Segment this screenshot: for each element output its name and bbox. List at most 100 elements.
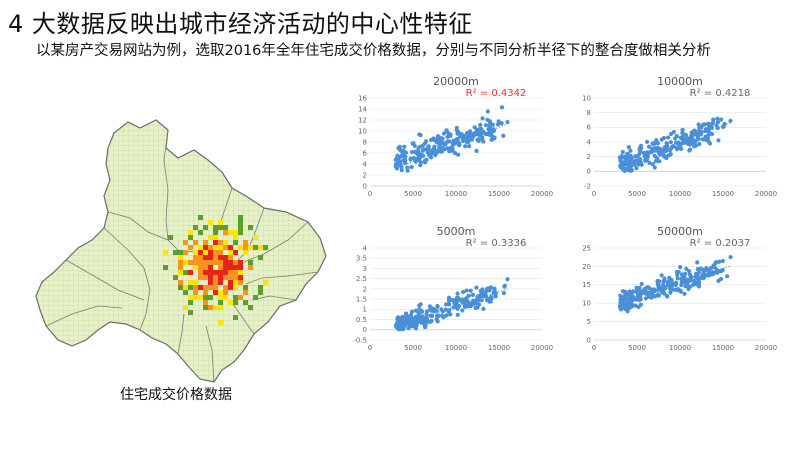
- price-cell: [203, 295, 208, 300]
- data-point: [711, 120, 716, 125]
- data-point: [458, 134, 463, 139]
- price-cell: [223, 290, 228, 295]
- data-point: [645, 150, 650, 155]
- price-cell: [243, 285, 248, 290]
- data-point: [695, 260, 700, 265]
- price-cell: [203, 285, 208, 290]
- data-point: [647, 285, 652, 291]
- data-point: [626, 293, 631, 298]
- y-tick-label: 2: [587, 153, 591, 161]
- data-point: [708, 131, 713, 136]
- data-point: [658, 151, 663, 156]
- data-point: [432, 138, 437, 143]
- data-point: [430, 306, 435, 311]
- data-point: [685, 136, 690, 141]
- price-cell: [243, 250, 248, 255]
- data-point: [725, 274, 730, 279]
- data-point: [483, 123, 489, 128]
- x-tick-label: 15000: [712, 344, 734, 352]
- data-point: [493, 294, 498, 299]
- data-point: [450, 141, 456, 146]
- data-point: [485, 109, 490, 114]
- scatter-points: [393, 277, 510, 332]
- data-point: [460, 308, 465, 313]
- price-cell: [213, 225, 218, 230]
- data-point: [492, 135, 497, 140]
- data-point: [684, 266, 689, 272]
- y-tick-label: 10: [358, 127, 367, 135]
- x-tick-label: 5000: [628, 344, 646, 352]
- y-tick-label: 2: [363, 285, 367, 293]
- price-cell: [193, 260, 198, 265]
- price-cell: [233, 240, 238, 245]
- data-point: [492, 286, 497, 291]
- data-point: [650, 141, 655, 147]
- price-cell: [223, 265, 228, 270]
- price-cell: [173, 275, 178, 280]
- price-cell: [263, 245, 268, 250]
- data-point: [720, 258, 725, 264]
- price-cell: [233, 265, 238, 270]
- price-cell: [213, 280, 218, 285]
- data-point: [402, 160, 408, 166]
- data-point: [474, 285, 479, 290]
- data-point: [450, 148, 455, 153]
- data-point: [485, 117, 490, 122]
- data-point: [467, 129, 473, 134]
- price-cell: [193, 280, 198, 285]
- price-cell: [203, 240, 208, 245]
- price-cell: [233, 270, 238, 275]
- price-map-svg: [35, 119, 327, 383]
- price-cell: [243, 240, 248, 245]
- price-cell: [218, 220, 223, 225]
- x-tick-label: 0: [592, 344, 596, 352]
- price-cell: [193, 250, 198, 255]
- data-point: [434, 313, 440, 318]
- scatter-chart-svg: 0 2 4 6 8 10 12 14 16 0 5000 10000 15000 20000 20000mR…: [358, 75, 553, 198]
- data-point: [429, 148, 435, 154]
- data-point: [657, 279, 662, 284]
- data-point: [476, 131, 481, 136]
- price-cell: [263, 280, 268, 285]
- data-point: [476, 138, 481, 143]
- scatter-points: [393, 105, 510, 173]
- data-point: [440, 140, 445, 145]
- data-point: [636, 161, 642, 166]
- y-tick-label: 2: [363, 171, 367, 179]
- price-cell: [233, 260, 238, 265]
- data-point: [703, 267, 708, 272]
- data-point: [654, 156, 660, 161]
- price-cell: [208, 255, 213, 260]
- y-tick-label: 10: [582, 94, 591, 102]
- data-point: [399, 168, 404, 173]
- data-point: [664, 141, 669, 146]
- r-squared-label: R² = 0.2037: [690, 238, 751, 249]
- scatter-points: [617, 116, 733, 173]
- price-map: [18, 100, 348, 385]
- data-point: [713, 261, 718, 266]
- price-cell: [238, 230, 243, 235]
- data-point: [437, 143, 442, 148]
- price-cell: [233, 315, 238, 320]
- data-point: [505, 120, 510, 125]
- data-point: [456, 141, 461, 146]
- data-point: [650, 162, 655, 167]
- price-cell: [258, 255, 263, 260]
- y-tick-label: 0: [363, 326, 367, 334]
- data-point: [626, 145, 631, 150]
- data-point: [397, 158, 402, 164]
- data-point: [644, 139, 650, 144]
- data-point: [415, 308, 420, 314]
- data-point: [403, 314, 408, 319]
- data-point: [674, 287, 679, 292]
- price-cell: [223, 245, 228, 250]
- data-point: [406, 326, 411, 331]
- data-point: [686, 141, 691, 147]
- data-point: [481, 306, 486, 311]
- price-cell: [243, 300, 248, 305]
- data-point: [638, 145, 643, 150]
- data-point: [620, 149, 625, 155]
- data-point: [457, 297, 462, 302]
